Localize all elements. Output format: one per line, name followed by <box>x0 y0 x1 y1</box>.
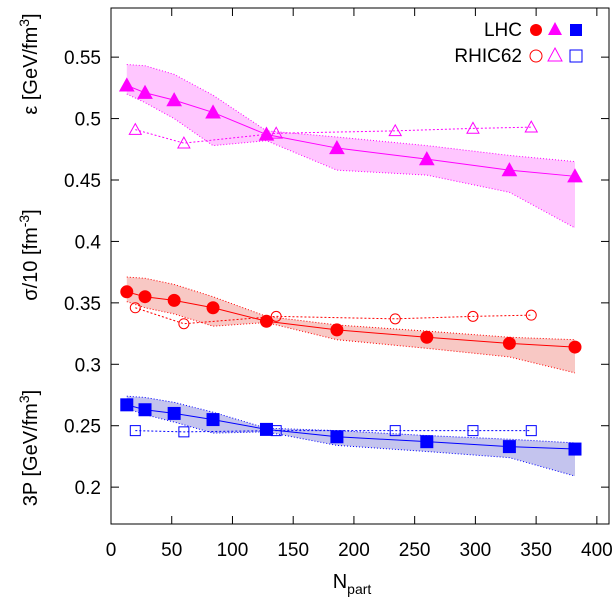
x-tick-label: 150 <box>277 540 309 561</box>
legend-label-lhc: LHC <box>484 20 522 41</box>
x-tick-label: 400 <box>581 540 613 561</box>
y-axis-title-energy: ε [GeV/fm3] <box>16 13 42 114</box>
legend-marker-rhic-circle <box>530 50 542 62</box>
legend-marker-rhic-square <box>570 50 582 62</box>
sigma-rhic62-point <box>179 319 189 329</box>
y-axis-title-pressure: 3P [GeV/fm3] <box>16 390 42 506</box>
epsilon-rhic62-point <box>525 121 537 132</box>
pressure-lhc-point <box>569 443 581 455</box>
y-tick-label: 0.4 <box>75 232 102 253</box>
pressure-lhc-point <box>503 441 515 453</box>
y-tick-label: 0.2 <box>75 478 101 499</box>
x-tick-label: 0 <box>106 540 117 561</box>
x-tick-label: 50 <box>161 540 182 561</box>
epsilon-rhic62-point <box>178 137 190 148</box>
y-axis-title-entropy: σ/10 [fm-3] <box>16 209 42 301</box>
x-tick-label: 100 <box>217 540 249 561</box>
sigma-lhc-point <box>421 331 433 343</box>
epsilon-lhc-band <box>127 65 575 228</box>
y-tick-label: 0.25 <box>64 417 101 438</box>
y-tick-label: 0.45 <box>64 171 101 192</box>
epsilon-rhic62-point <box>129 124 141 135</box>
sigma-rhic62-point <box>526 310 536 320</box>
pressure-lhc-point <box>168 407 180 419</box>
legend-marker-lhc-square <box>570 24 582 36</box>
y-tick-label: 0.35 <box>64 294 101 315</box>
sigma-lhc-point <box>503 337 515 349</box>
x-axis-title: Npart <box>333 571 372 597</box>
pressure-lhc-point <box>421 436 433 448</box>
sigma-lhc-point <box>207 302 219 314</box>
sigma-lhc-point <box>260 315 272 327</box>
pressure-lhc-point <box>139 404 151 416</box>
y-tick-label: 0.5 <box>75 110 101 131</box>
series-markers <box>120 78 582 455</box>
sigma-lhc-point <box>569 341 581 353</box>
legend-marker-rhic-triangle <box>548 48 562 61</box>
pressure-lhc-point <box>121 399 133 411</box>
sigma-lhc-point <box>121 286 133 298</box>
legend-marker-lhc-triangle <box>548 22 562 35</box>
uncertainty-bands <box>127 65 575 477</box>
legend-label-rhic62: RHIC62 <box>454 46 522 67</box>
pressure-lhc-band <box>127 396 575 476</box>
x-tick-label: 200 <box>338 540 370 561</box>
x-tick-label: 300 <box>460 540 492 561</box>
sigma-lhc-band <box>127 277 575 373</box>
sigma-lhc-point <box>331 324 343 336</box>
legend-marker-lhc-circle <box>530 24 542 36</box>
pressure-lhc-point <box>331 431 343 443</box>
epsilon-rhic62-point <box>467 122 479 133</box>
x-tick-label: 350 <box>520 540 552 561</box>
sigma-rhic62-point <box>390 314 400 324</box>
x-tick-label: 250 <box>399 540 431 561</box>
legend: LHC RHIC62 <box>454 20 582 67</box>
sigma-lhc-point <box>139 291 151 303</box>
epsilon-rhic62-point <box>389 125 401 136</box>
sigma-lhc-point <box>168 294 180 306</box>
pressure-lhc-point <box>207 414 219 426</box>
pressure-lhc-point <box>260 423 272 435</box>
y-tick-label: 0.55 <box>64 48 101 69</box>
y-tick-label: 0.3 <box>75 355 101 376</box>
